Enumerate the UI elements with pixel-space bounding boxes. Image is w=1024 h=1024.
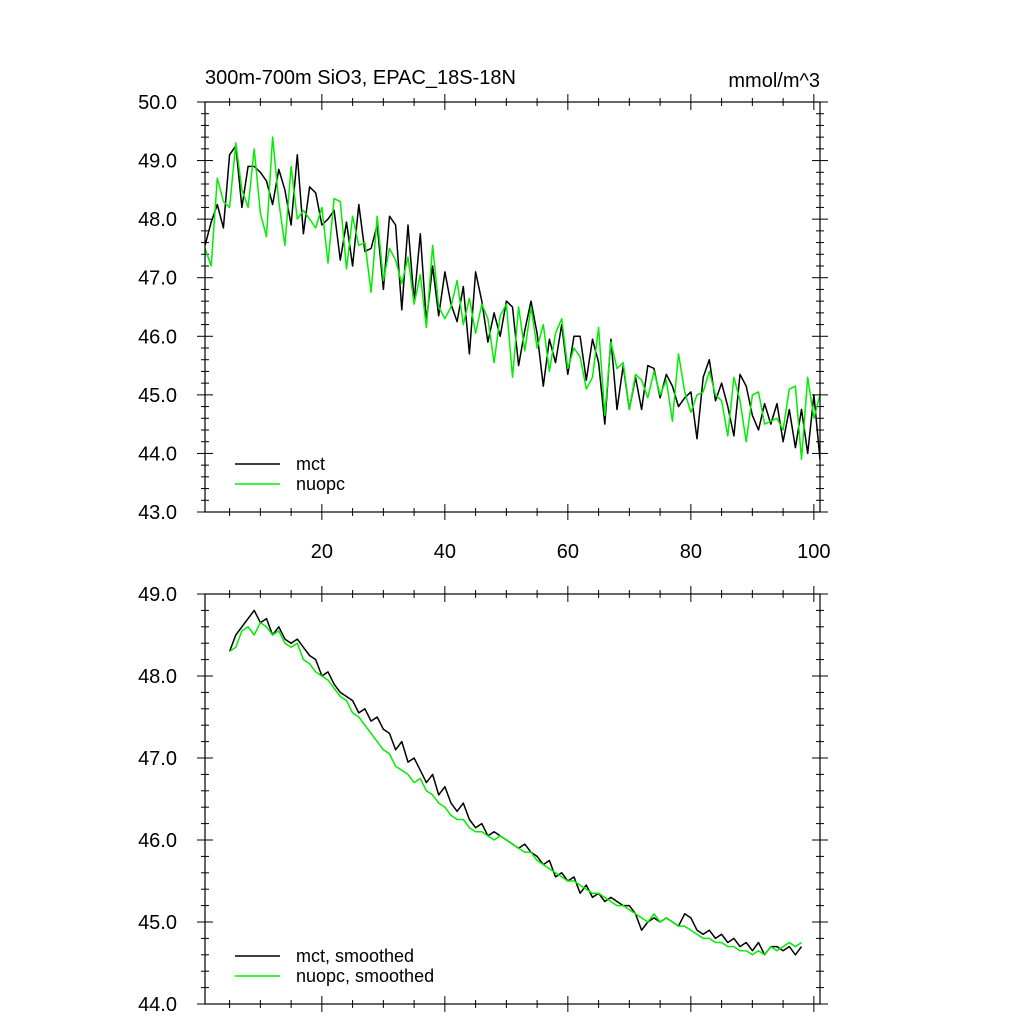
top-y-tick-label: 50.0 xyxy=(138,92,177,114)
top-y-tick-label: 43.0 xyxy=(138,502,177,524)
bottom-series xyxy=(228,609,803,956)
bottom-ticks xyxy=(197,586,828,1012)
bottom-panel: 44.0 45.0 46.0 47.0 48.0 49.0 mct, smoothednu… xyxy=(138,584,828,1016)
top-legend-label: mct xyxy=(296,454,325,474)
top-x-tick-label: 20 xyxy=(311,541,333,563)
top-series-line-mct xyxy=(204,145,821,460)
top-x-tick-labels: 20 40 60 80 100 xyxy=(311,541,831,563)
top-y-tick-labels: 43.0 44.0 45.0 46.0 47.0 48.0 49.0 50.0 xyxy=(138,92,177,524)
bottom-series-line-nuopc xyxy=(229,621,802,956)
bottom-series-line-mct xyxy=(228,609,803,956)
top-legend-label: nuopc xyxy=(296,474,345,494)
bottom-y-tick-label: 45.0 xyxy=(138,912,177,934)
bottom-plot-frame xyxy=(204,593,821,1005)
bottom-y-tick-label: 47.0 xyxy=(138,748,177,770)
bottom-y-tick-labels: 44.0 45.0 46.0 47.0 48.0 49.0 xyxy=(138,584,177,1016)
top-y-tick-label: 47.0 xyxy=(138,268,177,290)
top-panel: 300m-700m SiO3, EPAC_18S-18N mmol/m^3 43… xyxy=(138,67,830,563)
top-x-tick-label: 100 xyxy=(797,541,830,563)
top-y-tick-label: 48.0 xyxy=(138,209,177,231)
top-x-tick-label: 40 xyxy=(434,541,456,563)
top-plot-frame xyxy=(204,101,821,513)
top-y-tick-label: 46.0 xyxy=(138,326,177,348)
top-series xyxy=(204,136,821,461)
bottom-y-tick-label: 48.0 xyxy=(138,666,177,688)
bottom-legend-label: nuopc, smoothed xyxy=(296,966,434,986)
bottom-y-tick-label: 49.0 xyxy=(138,584,177,606)
top-y-tick-label: 49.0 xyxy=(138,151,177,173)
top-y-tick-label: 45.0 xyxy=(138,385,177,407)
top-y-tick-label: 44.0 xyxy=(138,443,177,465)
chart-title: 300m-700m SiO3, EPAC_18S-18N xyxy=(205,67,516,89)
top-series-line-nuopc xyxy=(204,136,821,461)
bottom-y-tick-label: 46.0 xyxy=(138,830,177,852)
units-label: mmol/m^3 xyxy=(728,70,820,92)
bottom-y-tick-label: 44.0 xyxy=(138,994,177,1016)
top-x-tick-label: 80 xyxy=(680,541,702,563)
top-x-tick-label: 60 xyxy=(557,541,579,563)
bottom-legend-label: mct, smoothed xyxy=(296,946,414,966)
